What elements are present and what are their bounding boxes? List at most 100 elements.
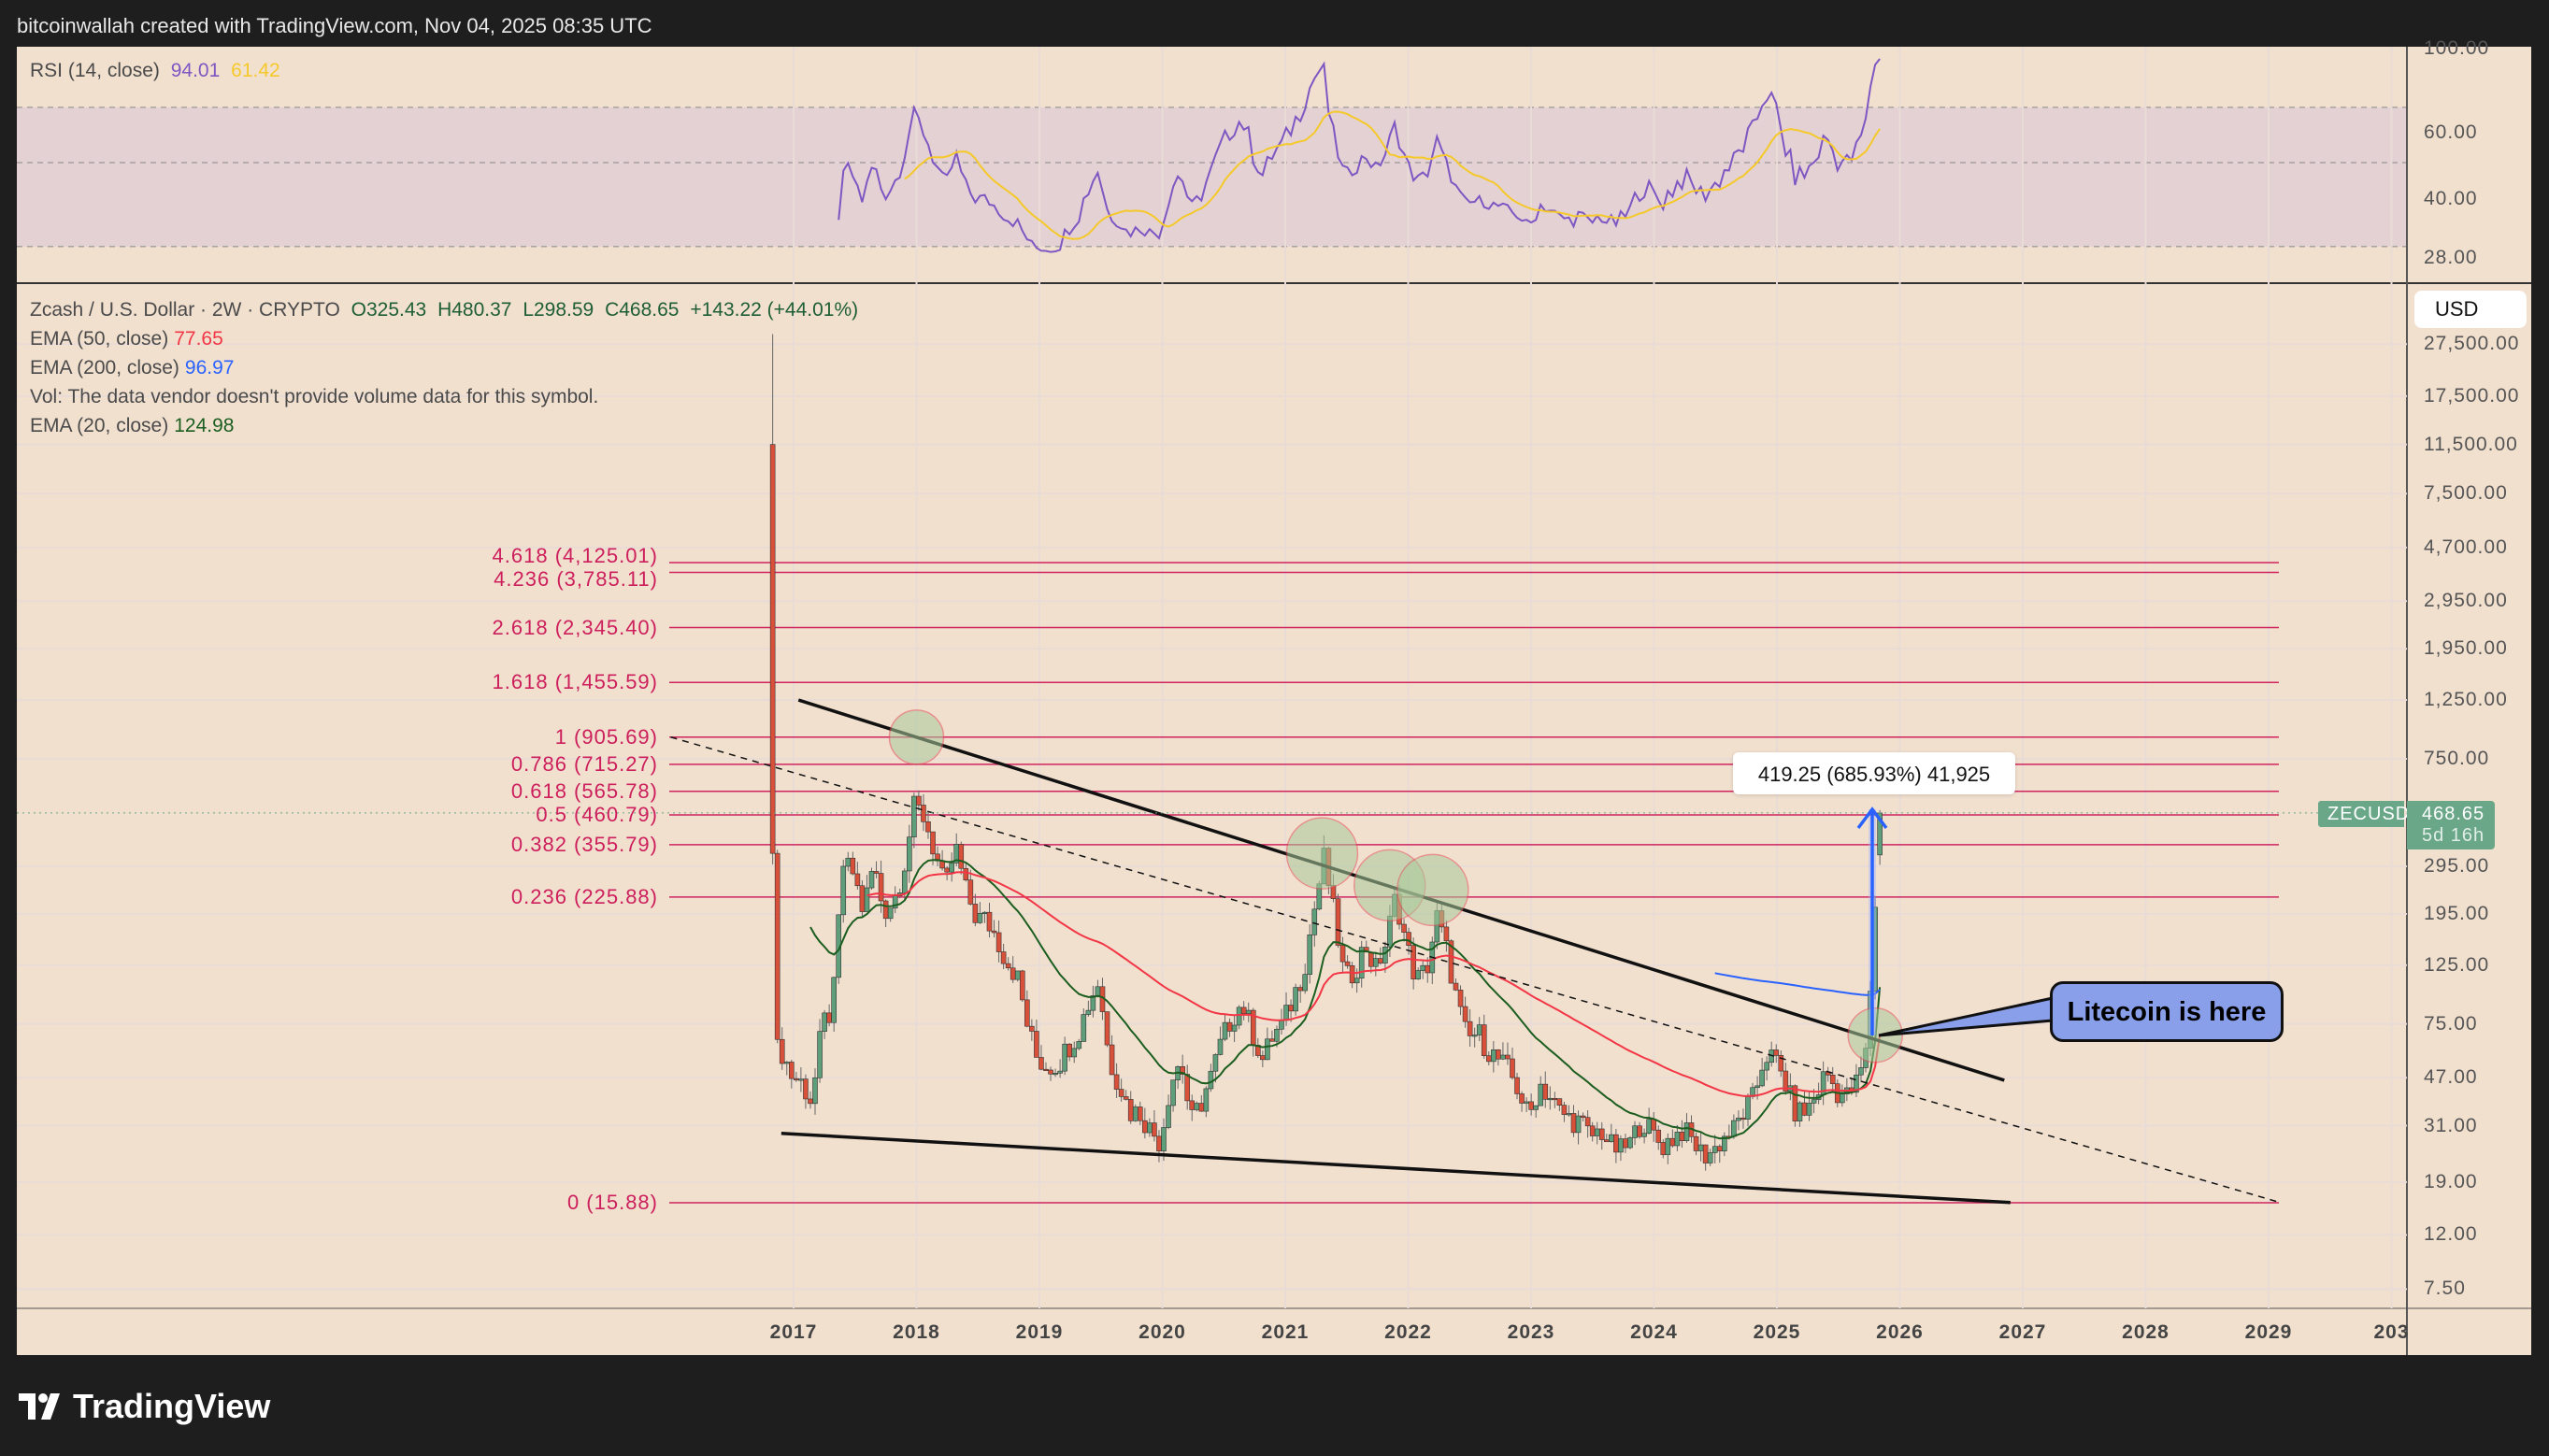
candle-down [1528, 1101, 1534, 1110]
fib-level-label: 1 (905.69) [554, 724, 658, 749]
candle-up [1062, 1043, 1067, 1072]
candle-up [1646, 1119, 1652, 1135]
candle-up [1476, 1024, 1482, 1035]
year-tick-label: 2018 [893, 1321, 940, 1343]
candle-up [1302, 974, 1309, 992]
ema20-label: EMA (20, close) [30, 415, 169, 436]
candle-up [911, 795, 917, 837]
candle-up [1415, 970, 1421, 979]
candle-down [1378, 958, 1383, 964]
candle-up [783, 1062, 790, 1064]
price-tick-label: 2,950.00 [2424, 590, 2508, 612]
candle-up [887, 907, 894, 920]
fib-level-label: 0.618 (565.78) [510, 778, 658, 803]
candle-up [907, 836, 912, 872]
candle-down [1240, 1006, 1247, 1014]
candle-down [769, 444, 776, 854]
ohlc-low: L298.59 [523, 299, 594, 321]
candle-down [1467, 1021, 1473, 1036]
tradingview-logo[interactable]: TradingView [19, 1387, 270, 1426]
candle-up [1274, 1028, 1280, 1042]
ema200-line [1714, 972, 1881, 996]
fib-level-label: 4.618 (4,125.01) [492, 543, 658, 567]
candle-down [1152, 1122, 1157, 1137]
candle-down [1137, 1106, 1143, 1121]
candle-down [944, 867, 950, 873]
ohlc-change: +143.22 (+44.01%) [690, 299, 859, 321]
candle-down [1010, 967, 1016, 980]
candle-up [1711, 1146, 1718, 1153]
candle-up [1095, 986, 1101, 996]
candle-up [1500, 1054, 1506, 1060]
candle-down [826, 1012, 832, 1023]
candle-down [1180, 1066, 1185, 1075]
candle-down [1104, 1011, 1110, 1046]
candle-up [845, 857, 852, 867]
ema200-legend[interactable]: EMA (200, close) 96.97 [30, 357, 239, 379]
candle-down [1269, 1038, 1275, 1042]
candle-up [977, 912, 983, 923]
year-tick-label: 2020 [1138, 1321, 1186, 1343]
candle-up [1236, 1006, 1242, 1026]
candle-down [1189, 1100, 1196, 1110]
rsi-ma-value: 61.42 [231, 60, 280, 81]
measure-tooltip: 419.25 (685.93%) 41,925 [1733, 752, 2015, 794]
callout-annotation[interactable]: Litecoin is here [2050, 981, 2284, 1042]
candle-up [1575, 1115, 1582, 1134]
candle-down [963, 867, 969, 880]
candle-down [794, 1078, 799, 1080]
candle-up [831, 977, 837, 1023]
ema20-legend[interactable]: EMA (20, close) 124.98 [30, 415, 239, 437]
candle-up [1533, 1105, 1539, 1110]
candle-up [1358, 947, 1365, 979]
candle-down [1123, 1096, 1129, 1100]
candle-up [822, 1012, 827, 1032]
candle-up [1071, 1048, 1078, 1058]
ema50-legend[interactable]: EMA (50, close) 77.65 [30, 328, 229, 350]
candle-down [1226, 1021, 1233, 1032]
candle-down [1669, 1137, 1676, 1147]
chart-area[interactable] [17, 47, 2531, 1355]
rsi-value: 94.01 [170, 60, 221, 81]
rsi-tick-label: 40.00 [2424, 188, 2478, 210]
candle-down [1740, 1117, 1746, 1121]
fib-level-label: 0.786 (715.27) [510, 751, 658, 776]
candle-up [1797, 1102, 1803, 1121]
candle-up [1245, 1009, 1252, 1014]
volume-legend: Vol: The data vendor doesn't provide vol… [30, 386, 604, 408]
candle-up [1594, 1128, 1600, 1136]
candle-down [1505, 1054, 1511, 1060]
price-tick-label: 750.00 [2424, 747, 2490, 769]
candle-up [1806, 1103, 1812, 1116]
candle-up [1764, 1062, 1769, 1071]
candle-down [1519, 1093, 1525, 1104]
highlight-circle [888, 709, 945, 765]
candle-down [991, 930, 997, 934]
candle-up [864, 887, 870, 912]
rsi-tick-label: 100.00 [2424, 37, 2490, 60]
price-tick-label: 11,500.00 [2424, 433, 2518, 455]
chart-canvas[interactable] [17, 47, 2531, 1355]
candle-up [1208, 1070, 1214, 1090]
candle-down [925, 821, 931, 833]
price-tick-label: 17,500.00 [2424, 384, 2520, 407]
candle-down [1411, 945, 1416, 979]
candle-up [1014, 970, 1021, 980]
highlight-circle [1847, 1007, 1903, 1063]
last-price-label: 468.65 5d 16h [2407, 801, 2495, 849]
currency-selector[interactable]: USD [2414, 291, 2527, 328]
price-tick-label: 195.00 [2424, 902, 2490, 924]
year-tick-label: 2024 [1630, 1321, 1678, 1343]
candle-down [850, 857, 856, 875]
candle-up [1811, 1099, 1817, 1104]
year-tick-label: 2028 [2122, 1321, 2170, 1343]
candle-up [949, 863, 954, 873]
candle-up [1697, 1144, 1704, 1151]
candle-up [1632, 1125, 1638, 1138]
symbol-title[interactable]: Zcash / U.S. Dollar · 2W · CRYPTO [30, 299, 340, 321]
year-tick-label: 2027 [1998, 1321, 2047, 1343]
fib-level-label: 4.236 (3,785.11) [494, 566, 658, 591]
candle-up [1858, 1067, 1864, 1076]
candle-up [1420, 964, 1426, 971]
candle-down [1584, 1117, 1591, 1127]
